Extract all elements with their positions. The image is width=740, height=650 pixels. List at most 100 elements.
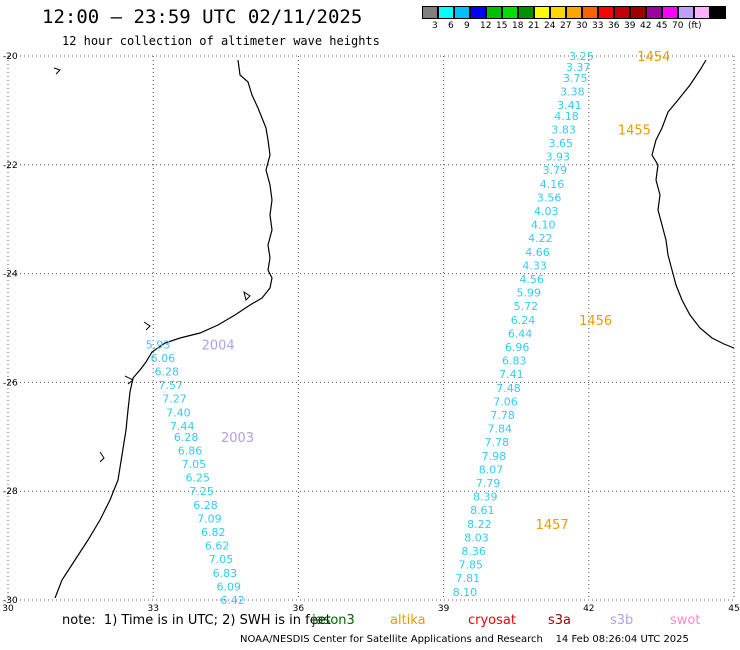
wave-height-value: 3.41 [557,99,582,112]
wave-height-value: 3.75 [563,72,588,85]
y-tick-label: -22 [3,161,18,171]
wave-height-value: 7.25 [189,485,214,498]
scale-label: 9 [464,21,470,31]
altimeter-tracks: 3.253.373.753.383.414.183.833.653.933.79… [146,50,594,607]
pass-time-label: 2004 [202,338,235,353]
x-tick-label: 45 [728,604,739,614]
scale-swatch [454,6,470,19]
wave-height-value: 7.44 [170,420,195,433]
scale-label: 6 [448,21,454,31]
wave-height-value: 8.07 [479,463,504,476]
scale-swatch [678,6,694,19]
wave-height-value: 5.93 [146,338,171,351]
scale-swatch [518,6,534,19]
scale-label: 30 [576,21,588,31]
wave-height-value: 7.48 [496,382,521,395]
wave-height-value: 8.39 [473,491,498,504]
wave-height-value: 3.79 [543,164,568,177]
scale-label: 15 [496,21,508,31]
scale-swatch [582,6,598,19]
map-subtitle: 12 hour collection of altimeter wave hei… [62,34,380,48]
wave-height-value: 3.25 [569,50,594,63]
scale-swatch [486,6,502,19]
wave-height-value: 6.24 [511,314,536,327]
scale-label: (ft) [688,21,702,31]
satellite-legend-item: s3b [610,613,634,628]
wave-height-value: 7.78 [490,409,515,422]
wave-height-value: 3.93 [546,151,571,164]
scale-swatch [630,6,646,19]
wave-height-value: 7.78 [485,436,510,449]
scale-swatch [566,6,582,19]
wave-height-value: 6.42 [220,594,245,607]
map-title: 12:00 – 23:59 UTC 02/11/2025 [42,6,363,28]
wave-height-value: 4.33 [522,259,547,272]
wave-height-value: 6.86 [178,444,203,457]
scale-label: 45 [656,21,668,31]
wave-height-value: 6.09 [216,580,241,593]
pass-time-label: 2003 [221,431,254,446]
scale-label: 3 [432,21,438,31]
scale-label: 27 [560,21,572,31]
coastline-detail-d [99,451,105,463]
wave-height-value: 6.96 [505,341,530,354]
wave-height-value: 7.41 [499,368,524,381]
wave-height-value: 7.79 [476,477,501,490]
wave-height-value: 5.72 [514,300,539,313]
wave-height-value: 3.37 [566,61,591,74]
satellite-legend-item: swot [670,613,701,628]
wave-height-value: 8.36 [461,545,486,558]
scale-swatch [662,6,678,19]
wave-height-value: 3.83 [551,123,576,136]
wave-height-value: 6.83 [502,355,527,368]
coastline-detail-c [143,321,151,331]
scale-swatch [422,6,438,19]
x-tick-label: 36 [293,604,305,614]
wave-height-value: 4.56 [519,273,544,286]
wave-height-value: 6.28 [174,431,199,444]
scale-label: 42 [640,21,652,31]
scale-label: 24 [544,21,556,31]
wave-height-value: 7.84 [487,423,512,436]
coastline-detail-a [243,290,251,301]
wave-height-value: 6.28 [193,499,218,512]
wave-height-value: 4.66 [525,246,550,259]
wave-height-value: 8.61 [470,504,495,517]
wave-height-value: 3.65 [548,137,573,150]
scale-swatch [646,6,662,19]
wave-height-value: 5.99 [517,287,542,300]
x-tick-label: 30 [2,604,14,614]
y-tick-label: -24 [3,270,18,280]
pass-time-labels: 1454 1455 1456 1457 2004 2003 [202,50,671,533]
scale-label: 70 [672,21,684,31]
scale-swatch [598,6,614,19]
coastline-detail-e [53,67,61,75]
scale-label: 18 [512,21,524,31]
satellite-legend-item: s3a [548,613,572,628]
coastline [53,59,735,599]
satellite-legend-item: cryosat [468,613,516,628]
wave-height-value: 6.83 [213,567,238,580]
wave-height-value: 7.05 [209,553,234,566]
x-tick-label: 33 [147,604,158,614]
y-tick-label: -28 [3,487,18,497]
scale-swatch [694,6,710,19]
wave-height-value: 7.27 [162,393,187,406]
wave-height-value: 4.22 [528,232,553,245]
wave-height-value: 4.18 [554,110,579,123]
wave-height-value: 4.03 [534,205,559,218]
footer-note: note: 1) Time is in UTC; 2) SWH is in fe… [62,613,331,628]
african-coastline [54,59,273,599]
scale-swatch [614,6,630,19]
pass-time-label: 1456 [579,314,612,329]
wave-height-value: 6.62 [205,540,230,553]
scale-label: 39 [624,21,636,31]
x-tick-label: 39 [438,604,450,614]
y-tick-label: -20 [3,52,18,62]
wave-height-value: 8.10 [453,586,478,599]
wave-height-value: 7.85 [458,559,483,572]
wave-height-value: 6.25 [185,472,210,485]
wave-height-value: 7.81 [456,572,481,585]
satellite-legend-item: altika [390,613,426,628]
